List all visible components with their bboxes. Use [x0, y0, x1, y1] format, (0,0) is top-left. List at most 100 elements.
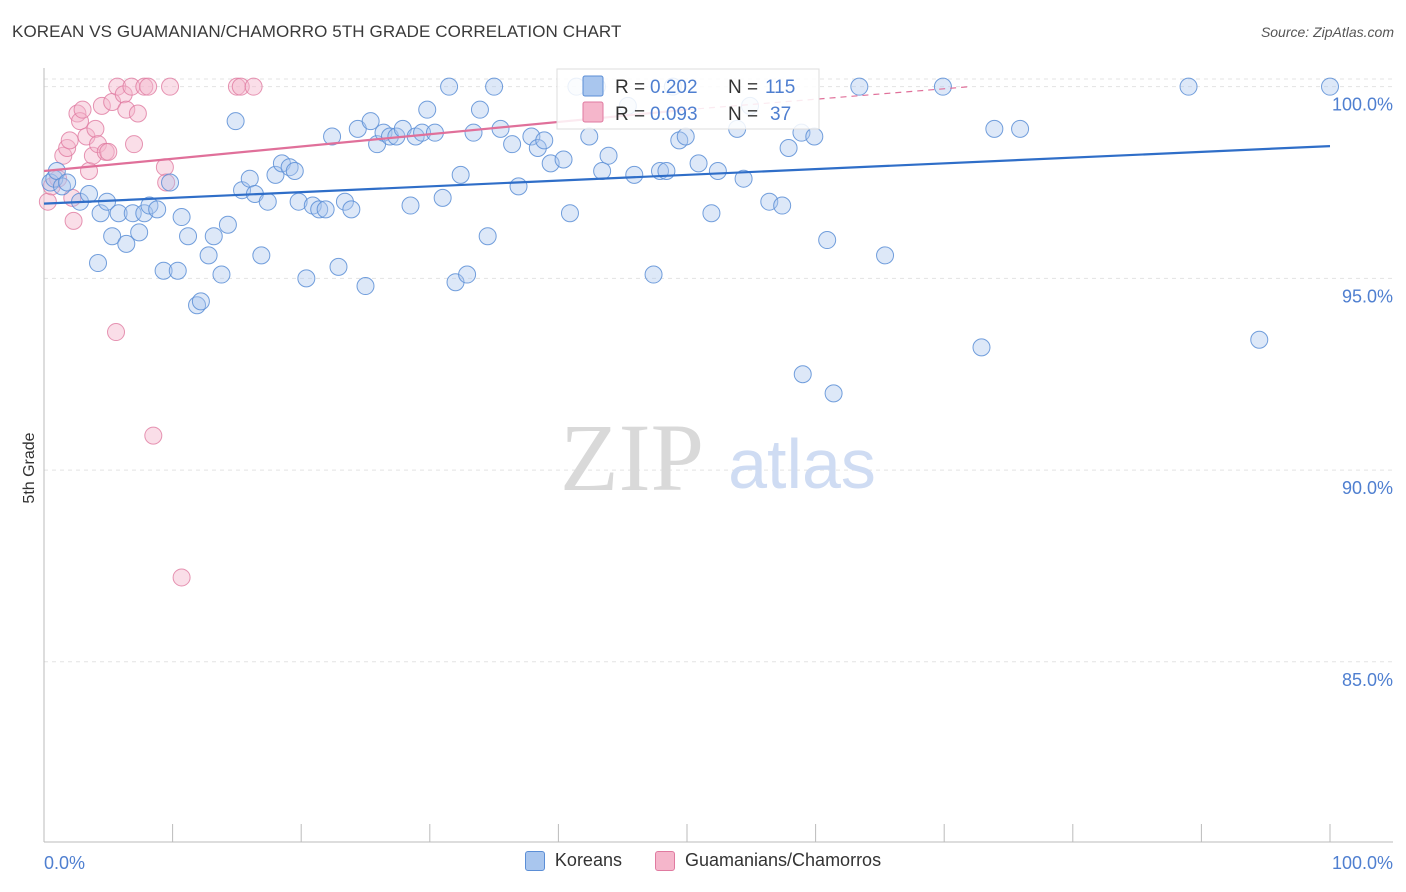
data-point-koreans [528, 139, 547, 158]
data-point-koreans [805, 127, 824, 146]
data-point-koreans [560, 204, 579, 223]
data-point-koreans [323, 127, 342, 146]
data-point-koreans [218, 215, 237, 234]
legend-item-koreans[interactable]: Koreans [524, 850, 622, 871]
data-point-koreans [335, 192, 354, 211]
data-point-koreans [252, 246, 271, 265]
data-point-koreans [413, 123, 432, 142]
data-point-guamanians [114, 85, 133, 104]
data-point-koreans [148, 200, 167, 219]
data-point-guamanians [172, 568, 191, 587]
data-point-koreans [168, 261, 187, 280]
stats-n-label-pink: N = [728, 104, 758, 125]
data-point-koreans [58, 173, 77, 192]
data-point-guamanians [89, 135, 108, 154]
data-point-guamanians [125, 135, 144, 154]
data-point-guamanians [161, 77, 180, 96]
source-label: Source: ZipAtlas.com [1260, 24, 1394, 40]
data-point-koreans [554, 150, 573, 169]
data-point-koreans [199, 246, 218, 265]
data-point-koreans [1250, 330, 1269, 349]
data-point-guamanians [64, 211, 83, 230]
data-point-koreans [191, 292, 210, 311]
x-tick-label: 0.0% [44, 853, 85, 873]
data-point-koreans [793, 365, 812, 384]
data-point-koreans [818, 231, 837, 250]
data-point-koreans [154, 261, 173, 280]
data-point-guamanians [155, 158, 174, 177]
data-point-guamanians [86, 119, 105, 138]
data-point-guamanians [157, 173, 176, 192]
data-point-guamanians [38, 192, 57, 211]
data-point-guamanians [108, 77, 127, 96]
data-point-koreans [985, 119, 1004, 138]
y-axis-label: 5th Grade [21, 432, 38, 503]
data-point-guamanians [60, 131, 79, 150]
watermark-atlas: atlas [728, 425, 876, 503]
legend: Koreans Guamanians/Chamorros [0, 850, 1406, 876]
data-point-koreans [676, 127, 695, 146]
chart-title: KOREAN VS GUAMANIAN/CHAMORRO 5TH GRADE C… [12, 22, 622, 41]
data-point-koreans [401, 196, 420, 215]
data-point-koreans [933, 77, 952, 96]
data-point-guamanians [71, 112, 90, 131]
stats-r-label-blue: R = [615, 77, 645, 98]
data-point-guamanians [117, 100, 136, 119]
data-point-koreans [297, 269, 316, 288]
data-point-guamanians [231, 77, 250, 96]
data-point-koreans [485, 77, 504, 96]
data-point-koreans [876, 246, 895, 265]
stats-n-value-blue: 115 [765, 77, 795, 98]
data-point-koreans [509, 177, 528, 196]
data-point-koreans [440, 77, 459, 96]
data-point-koreans [329, 257, 348, 276]
data-point-koreans [285, 162, 304, 181]
data-point-koreans [240, 169, 259, 188]
legend-label-guamanians: Guamanians/Chamorros [684, 850, 882, 870]
data-point-guamanians [139, 77, 158, 96]
data-point-guamanians [92, 96, 111, 115]
data-point-koreans [535, 131, 554, 150]
data-point-koreans [204, 227, 223, 246]
data-point-koreans [464, 123, 483, 142]
data-point-koreans [458, 265, 477, 284]
legend-item-guamanians[interactable]: Guamanians/Chamorros [654, 850, 882, 871]
data-point-koreans [1321, 77, 1339, 96]
data-point-koreans [226, 112, 245, 131]
data-point-koreans [433, 188, 452, 207]
data-point-koreans [580, 127, 599, 146]
stats-r-value-blue: 0.202 [650, 77, 698, 98]
watermark: ZIP atlas [560, 404, 876, 511]
stats-n-label-blue: N = [728, 77, 758, 98]
data-point-koreans [470, 100, 489, 119]
stats-r-label-pink: R = [615, 104, 645, 125]
data-point-koreans [1011, 119, 1030, 138]
data-point-guamanians [144, 426, 163, 445]
data-point-koreans [972, 338, 991, 357]
legend-label-koreans: Koreans [554, 850, 622, 870]
data-point-koreans [356, 277, 375, 296]
tick-labels: 100.0% 95.0% 90.0% 85.0% 0.0% 100.0% [44, 95, 1393, 873]
data-point-koreans [824, 384, 843, 403]
data-point-guamanians [107, 323, 126, 342]
legend-swatch-guamanians [654, 850, 675, 871]
data-point-koreans [708, 162, 727, 181]
stats-n-value-pink: 37 [770, 104, 791, 125]
data-point-guamanians [128, 104, 147, 123]
data-point-guamanians [99, 142, 118, 161]
stats-swatch-pink [582, 101, 604, 123]
stats-swatch-blue [582, 75, 604, 97]
data-point-guamanians [135, 77, 154, 96]
legend-swatch-koreans [524, 850, 545, 871]
data-point-guamanians [244, 77, 263, 96]
data-point-koreans [258, 192, 277, 211]
data-point-koreans [103, 227, 122, 246]
data-point-guamanians [73, 100, 92, 119]
data-point-koreans [212, 265, 231, 284]
data-point-koreans [310, 200, 329, 219]
data-point-koreans [593, 162, 612, 181]
data-point-koreans [503, 135, 522, 154]
data-point-koreans [734, 169, 753, 188]
stats-r-value-pink: 0.093 [650, 104, 698, 125]
